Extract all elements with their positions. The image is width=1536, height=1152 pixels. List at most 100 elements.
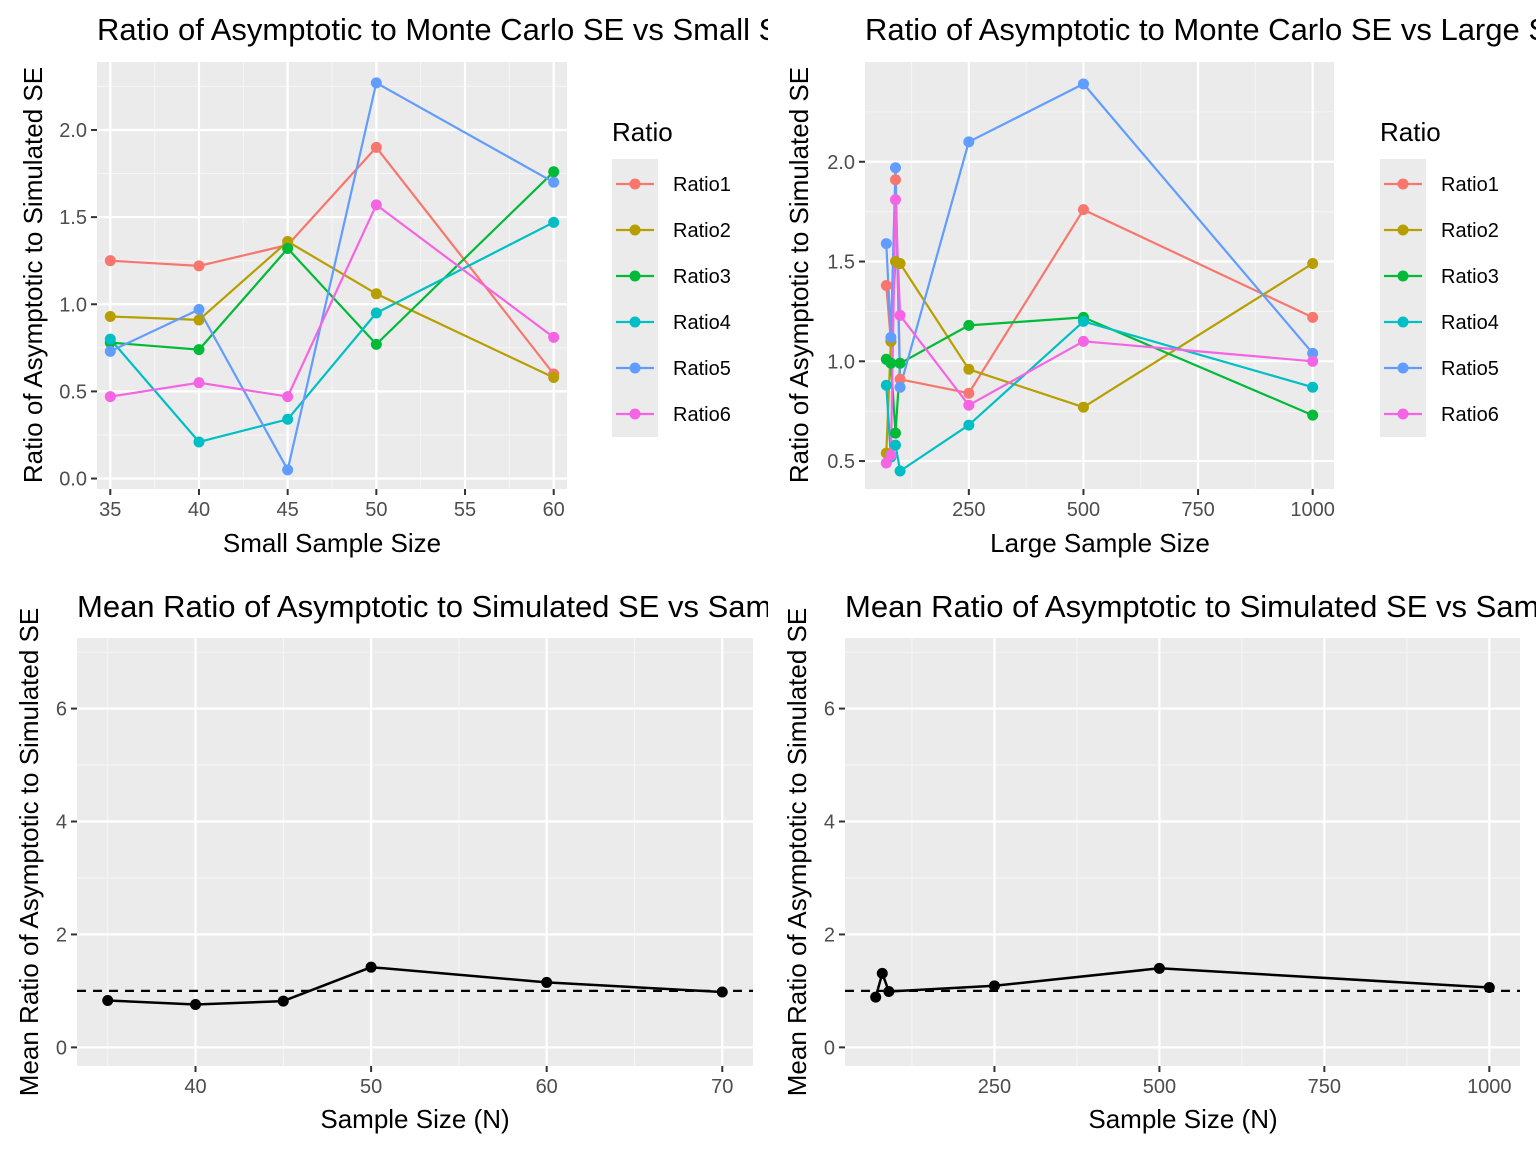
x-tick-label: 45 bbox=[277, 499, 299, 521]
data-point-ratio6 bbox=[104, 391, 116, 403]
plot-background bbox=[77, 638, 753, 1066]
x-tick-label: 500 bbox=[1067, 499, 1100, 521]
legend-label: Ratio5 bbox=[673, 358, 731, 380]
data-point-ratio3 bbox=[193, 344, 205, 356]
y-tick-label: 0.0 bbox=[59, 469, 87, 491]
y-tick-label: 2 bbox=[56, 924, 67, 946]
title-clip: Mean Ratio of Asymptotic to Simulated SE… bbox=[77, 589, 882, 624]
data-point-ratio5 bbox=[1307, 347, 1319, 359]
chart-panel-4: 250 500 750 1000 0 2 4 6 Sample Size (N) Mean Rat… bbox=[782, 589, 1536, 1134]
legend-key-background bbox=[612, 159, 658, 437]
data-point-ratio3 bbox=[370, 338, 382, 350]
legend-key-point bbox=[1397, 408, 1409, 420]
x-axis-title: Small Sample Size bbox=[223, 528, 441, 558]
plot-background bbox=[845, 638, 1520, 1066]
data-point-ratio6 bbox=[894, 309, 906, 321]
legend-label: Ratio4 bbox=[1441, 312, 1499, 334]
mean-ratio-point bbox=[102, 995, 114, 1007]
data-point-ratio4 bbox=[880, 379, 892, 391]
legend-key-point bbox=[1397, 362, 1409, 374]
data-point-ratio4 bbox=[1077, 315, 1089, 327]
x-tick-label: 35 bbox=[99, 499, 121, 521]
legend-label: Ratio6 bbox=[673, 404, 731, 426]
y-tick-label: 4 bbox=[824, 812, 835, 834]
data-point-ratio5 bbox=[885, 331, 897, 343]
x-tick-label: 750 bbox=[1308, 1076, 1341, 1098]
data-point-ratio1 bbox=[880, 279, 892, 291]
data-point-ratio3 bbox=[889, 427, 901, 439]
data-point-ratio6 bbox=[963, 399, 975, 411]
y-tick-label: 0 bbox=[824, 1037, 835, 1059]
data-point-ratio5 bbox=[1077, 78, 1089, 90]
legend-label: Ratio3 bbox=[673, 266, 731, 288]
data-point-ratio4 bbox=[1307, 381, 1319, 393]
legend-key-point bbox=[1397, 224, 1409, 236]
legend-label: Ratio1 bbox=[1441, 174, 1499, 196]
y-tick-label: 1.5 bbox=[59, 207, 87, 229]
y-tick-label: 2.0 bbox=[827, 152, 855, 174]
x-tick-label: 1000 bbox=[1467, 1076, 1512, 1098]
y-tick-label: 6 bbox=[824, 699, 835, 721]
x-tick-label: 1000 bbox=[1290, 499, 1335, 521]
mean-ratio-point bbox=[870, 991, 882, 1003]
x-axis-title: Large Sample Size bbox=[990, 528, 1210, 558]
x-tick-label: 40 bbox=[188, 499, 210, 521]
y-tick-label: 0.5 bbox=[59, 381, 87, 403]
y-axis-title: Mean Ratio of Asymptotic to Simulated SE bbox=[14, 608, 44, 1096]
chart-title: Ratio of Asymptotic to Monte Carlo SE vs… bbox=[97, 12, 933, 47]
data-point-ratio5 bbox=[548, 176, 560, 188]
data-point-ratio6 bbox=[1307, 355, 1319, 367]
data-point-ratio4 bbox=[370, 307, 382, 319]
title-clip: Mean Ratio of Asymptotic to Simulated SE… bbox=[845, 589, 1536, 624]
data-point-ratio6 bbox=[282, 391, 294, 403]
y-tick-label: 1.0 bbox=[827, 351, 855, 373]
data-point-ratio3 bbox=[963, 319, 975, 331]
data-point-ratio6 bbox=[1077, 335, 1089, 347]
data-point-ratio1 bbox=[889, 174, 901, 186]
y-tick-label: 1.0 bbox=[59, 294, 87, 316]
data-point-ratio3 bbox=[1307, 409, 1319, 421]
data-point-ratio1 bbox=[193, 260, 205, 272]
legend-key-point bbox=[1397, 270, 1409, 282]
x-tick-label: 500 bbox=[1143, 1076, 1176, 1098]
mean-ratio-point bbox=[876, 967, 888, 979]
data-point-ratio2 bbox=[894, 258, 906, 270]
plot-background bbox=[865, 62, 1334, 489]
mean-ratio-point bbox=[541, 976, 553, 988]
data-point-ratio6 bbox=[370, 199, 382, 211]
chart-title: Ratio of Asymptotic to Monte Carlo SE vs… bbox=[865, 12, 1536, 47]
legend-key-point bbox=[1397, 178, 1409, 190]
y-tick-label: 0.5 bbox=[827, 451, 855, 473]
mean-ratio-point bbox=[883, 985, 895, 997]
data-point-ratio3 bbox=[885, 357, 897, 369]
y-tick-label: 6 bbox=[56, 699, 67, 721]
mean-ratio-point bbox=[1153, 962, 1165, 974]
y-tick-label: 2 bbox=[824, 924, 835, 946]
legend-label: Ratio6 bbox=[1441, 404, 1499, 426]
mean-ratio-point bbox=[716, 986, 728, 998]
data-point-ratio6 bbox=[548, 331, 560, 343]
legend: Ratio Ratio1 Ratio2 Ratio3 Ratio4 Ratio5 Ratio… bbox=[612, 117, 731, 437]
legend-key-point bbox=[629, 270, 641, 282]
legend-key-point bbox=[1397, 316, 1409, 328]
x-tick-label: 750 bbox=[1181, 499, 1214, 521]
legend-key-point bbox=[629, 178, 641, 190]
data-point-ratio4 bbox=[894, 465, 906, 477]
data-point-ratio2 bbox=[1077, 401, 1089, 413]
data-point-ratio5 bbox=[889, 162, 901, 174]
chart-title: Mean Ratio of Asymptotic to Simulated SE… bbox=[77, 589, 882, 624]
data-point-ratio3 bbox=[282, 242, 294, 254]
data-point-ratio4 bbox=[193, 436, 205, 448]
x-tick-label: 55 bbox=[454, 499, 476, 521]
mean-ratio-point bbox=[1483, 982, 1495, 994]
x-tick-label: 60 bbox=[543, 499, 565, 521]
mean-ratio-point bbox=[277, 995, 289, 1007]
mean-ratio-point bbox=[988, 980, 1000, 992]
x-tick-label: 50 bbox=[365, 499, 387, 521]
data-point-ratio2 bbox=[193, 314, 205, 326]
data-point-ratio3 bbox=[548, 166, 560, 178]
legend-label: Ratio3 bbox=[1441, 266, 1499, 288]
data-point-ratio1 bbox=[104, 255, 116, 267]
data-point-ratio5 bbox=[880, 238, 892, 250]
